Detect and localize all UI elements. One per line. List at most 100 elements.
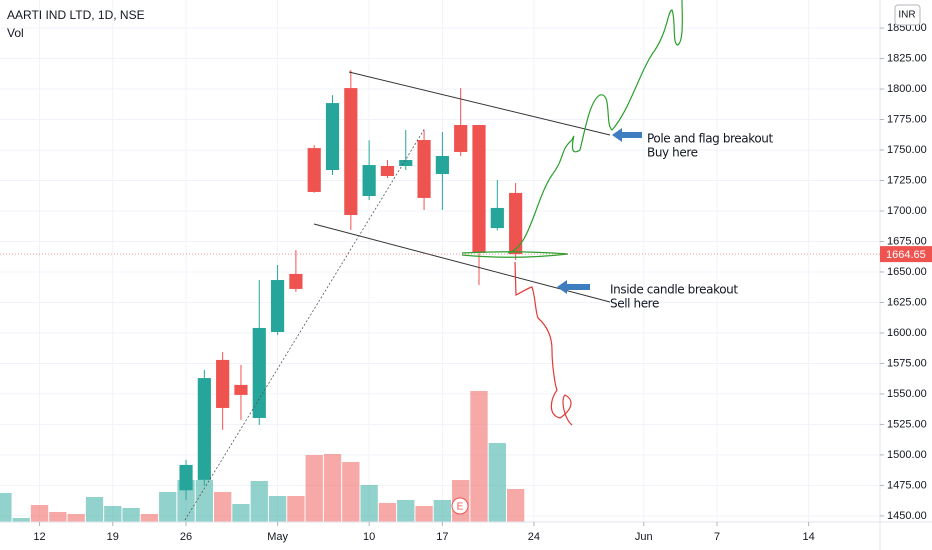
candle-body (307, 148, 321, 192)
volume-bar (104, 506, 122, 522)
currency-box[interactable] (894, 4, 921, 26)
axis-layer: 1450.00 1475.00 1500.00 1525.00 1550.00 1575.… (0, 22, 932, 543)
grid (0, 0, 880, 522)
x-tick-label: May (267, 531, 288, 543)
y-tick-label: 1575.00 (887, 357, 927, 369)
volume-bar (250, 481, 268, 522)
y-tick-label: 1750.00 (887, 144, 927, 156)
volume-bar (0, 493, 12, 522)
pole-line (184, 127, 426, 521)
y-tick-label: 1850.00 (887, 22, 927, 34)
annotation: Sell here (610, 297, 659, 311)
volume-bar (506, 489, 525, 522)
x-tick-label: 26 (180, 531, 192, 543)
x-tick-label: 7 (714, 531, 720, 543)
volume-bar (140, 514, 159, 522)
y-tick-label: 1525.00 (887, 418, 927, 430)
candle-body (399, 160, 413, 166)
projection-down (514, 261, 573, 426)
x-tick-label: 14 (802, 531, 814, 543)
trend-line (348, 71, 611, 136)
candle-body (509, 192, 523, 255)
y-tick-label: 1800.00 (887, 83, 927, 95)
volume-bar (488, 443, 506, 522)
flag-mark (461, 251, 569, 258)
candle-layer (179, 70, 523, 501)
volume-bar (360, 485, 378, 522)
drawings (184, 0, 683, 521)
candle-body (289, 273, 303, 289)
candle-body (490, 207, 504, 229)
y-tick-label: 1775.00 (887, 113, 927, 125)
candle-body (362, 165, 376, 196)
volume-bar (177, 480, 195, 522)
volume-layer (0, 391, 525, 522)
candle-body (454, 125, 468, 152)
y-tick-label: 1450.00 (887, 510, 927, 522)
x-tick-label: 17 (436, 531, 448, 543)
y-tick-label: 1625.00 (887, 296, 927, 308)
volume-bar (213, 492, 232, 522)
volume-bar (397, 500, 415, 522)
y-tick-label: 1700.00 (887, 205, 927, 217)
candle-body (216, 359, 230, 408)
candle-body (325, 103, 340, 171)
y-tick-label: 1825.00 (887, 52, 927, 64)
volume-bar (159, 492, 177, 522)
x-tick-label: 24 (528, 531, 540, 543)
annotation: Pole and flag breakout (647, 132, 774, 146)
event-label[interactable]: E (457, 502, 464, 513)
volume-bar (470, 391, 488, 522)
x-tick-label: 12 (33, 531, 45, 543)
candle-body (417, 140, 431, 198)
volume-bar (305, 455, 323, 522)
y-tick-label: 1675.00 (887, 235, 927, 247)
candle-body (435, 155, 449, 175)
candle-body (472, 125, 486, 253)
volume-bar (323, 454, 342, 522)
volume-bar (85, 497, 104, 522)
volume-bar (415, 506, 433, 522)
candle-body (197, 378, 211, 480)
projection-up (507, 0, 683, 254)
x-tick-label: 10 (363, 531, 375, 543)
volume-bar (378, 503, 397, 522)
chart-title: AARTI IND LTD, 1D, NSE (7, 8, 145, 22)
volume-bar (268, 496, 287, 522)
volume-bar (49, 512, 67, 522)
last-price-label: 1664.65 (886, 249, 926, 261)
y-tick-label: 1475.00 (887, 479, 927, 491)
volume-bar (195, 480, 213, 522)
volume-bar (67, 514, 85, 522)
candle-body (179, 464, 193, 491)
volume-bar (433, 500, 452, 522)
annotation: Inside candle breakout (610, 283, 738, 297)
y-tick-label: 1725.00 (887, 174, 927, 186)
candle-body (252, 327, 266, 418)
candle-body (234, 384, 248, 395)
volume-bar (287, 496, 305, 522)
y-tick-label: 1550.00 (887, 388, 927, 400)
annotation: Buy here (647, 146, 698, 160)
candle-body (270, 280, 285, 332)
candle-body (380, 165, 395, 176)
currency[interactable]: INR (898, 10, 915, 21)
arrow (557, 280, 590, 294)
last-price-tag (880, 246, 932, 263)
volume-bar (122, 508, 140, 522)
y-tick-label: 1500.00 (887, 449, 927, 461)
volume-bar (232, 504, 250, 522)
y-tick-label: 1600.00 (887, 327, 927, 339)
x-tick-label: 19 (107, 531, 119, 543)
volume-label: Vol (7, 26, 24, 40)
volume-bar (12, 518, 30, 522)
x-tick-label: Jun (635, 531, 653, 543)
y-tick-label: 1650.00 (887, 266, 927, 278)
event-marker[interactable] (451, 497, 469, 515)
candle-body (344, 88, 358, 216)
arrow (612, 128, 642, 142)
volume-bar (342, 462, 360, 522)
volume-bar (30, 505, 49, 522)
